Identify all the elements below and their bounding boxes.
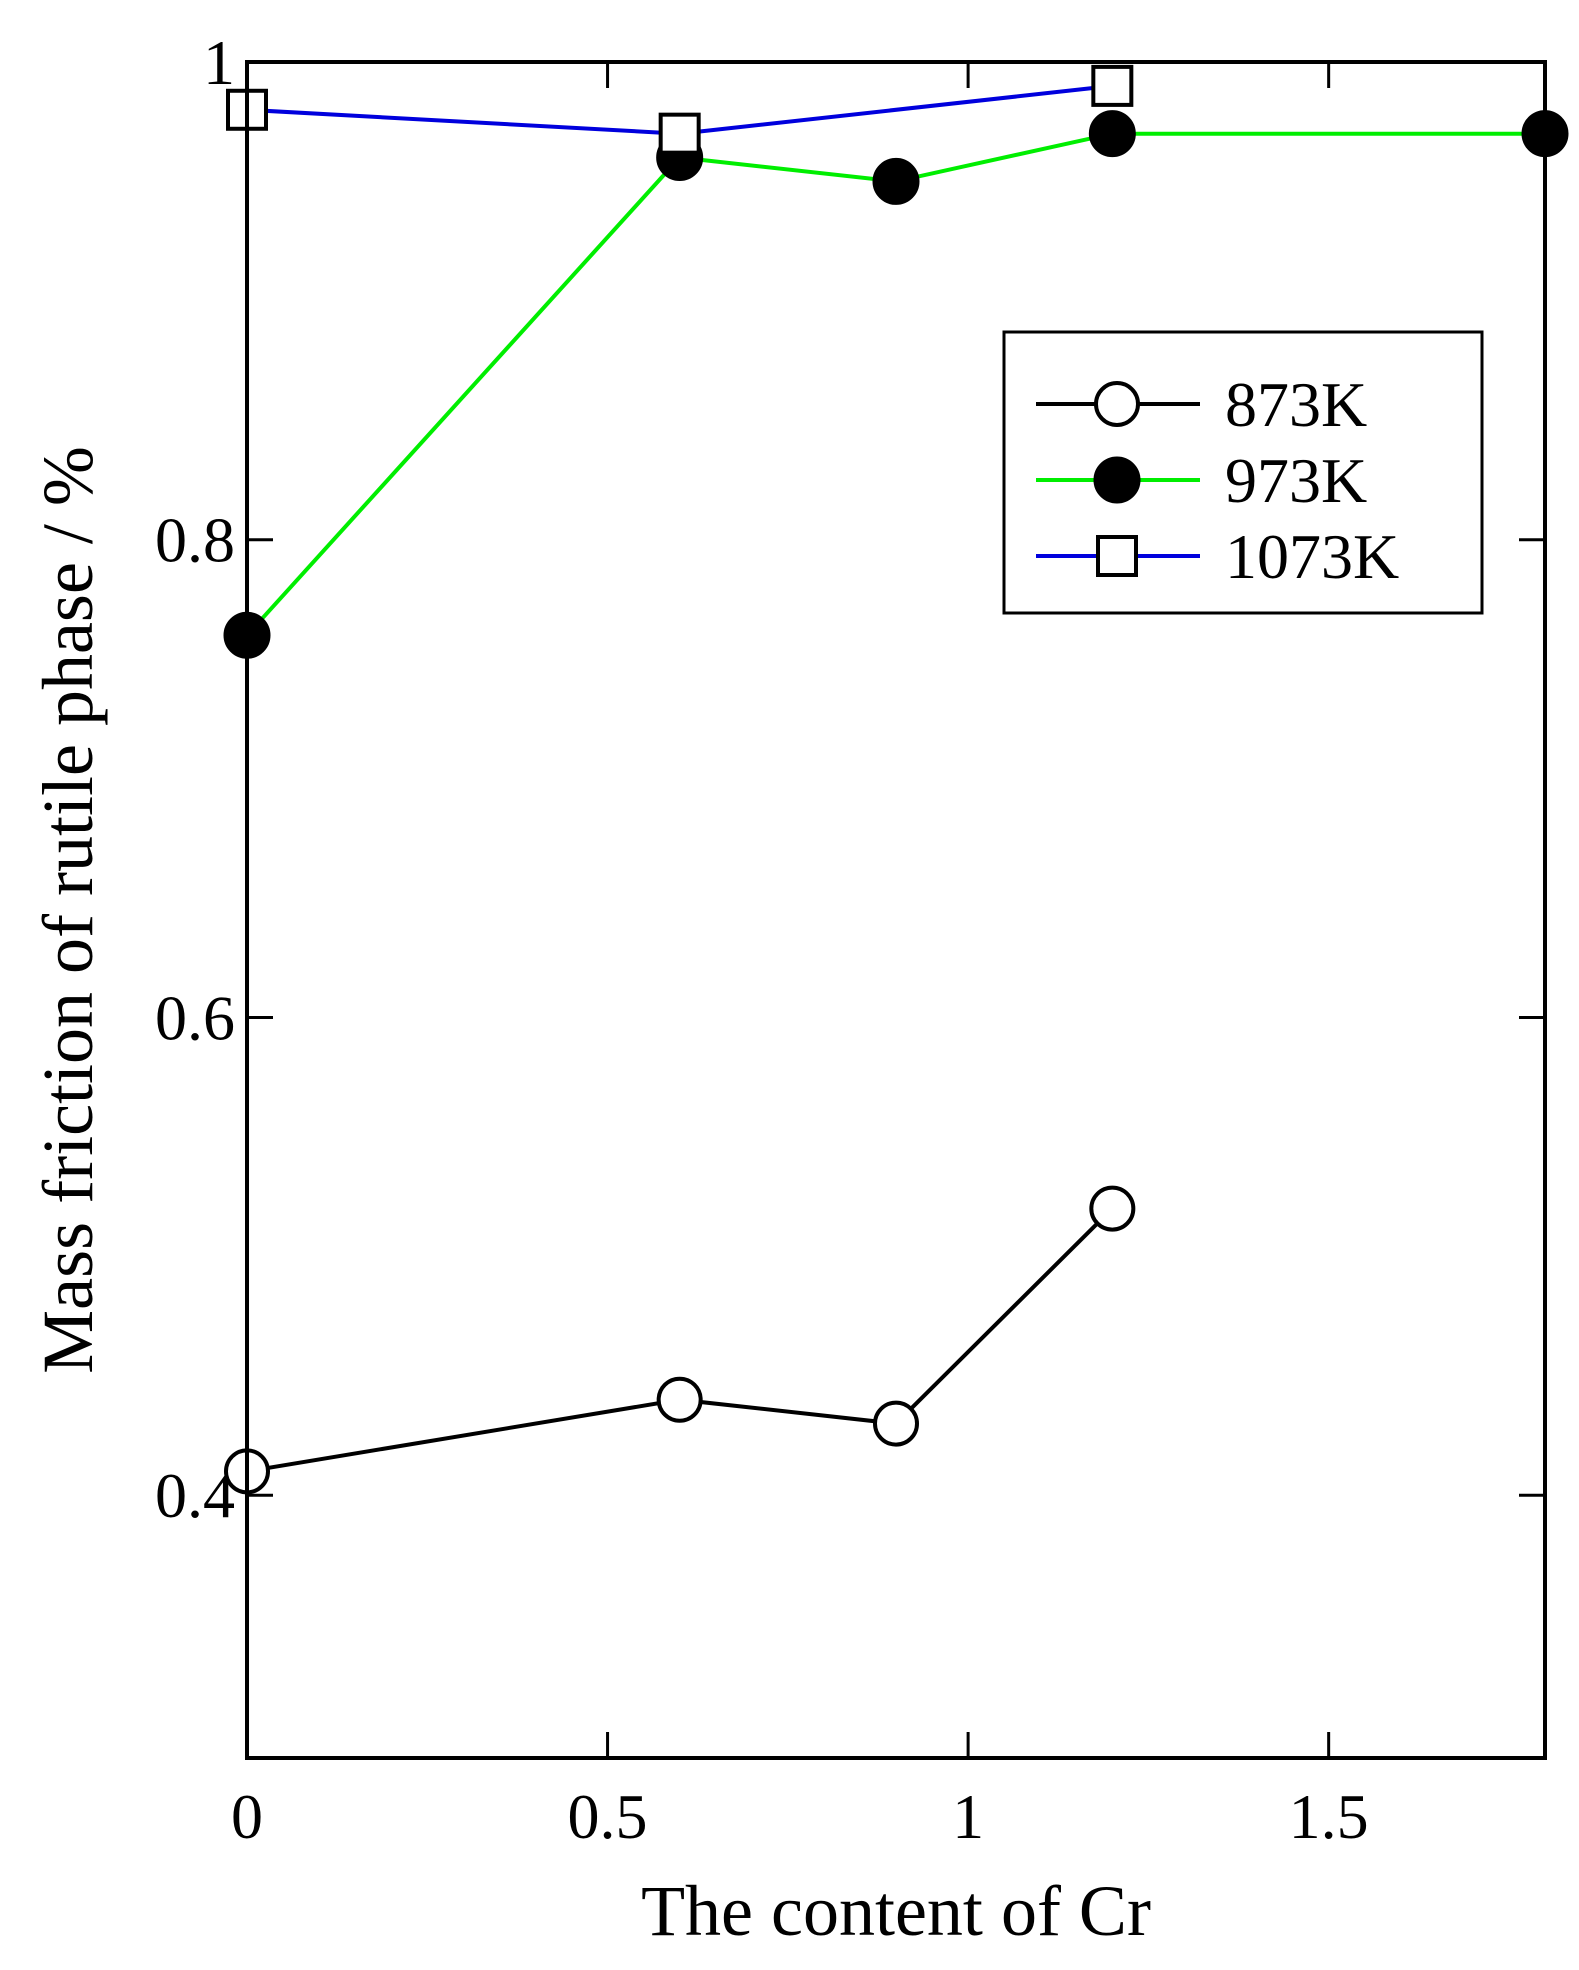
x-axis-label: The content of Cr xyxy=(641,1871,1151,1951)
plot-frame xyxy=(245,60,1547,1760)
data-point-873K xyxy=(873,1400,919,1447)
data-point-1073K xyxy=(1091,64,1134,107)
x-tick-label: 0 xyxy=(231,1781,263,1852)
legend-label-873K: 873K xyxy=(1225,369,1367,440)
legend-label-973K: 973K xyxy=(1225,445,1367,516)
data-point-873K xyxy=(656,1376,703,1423)
x-tick-label: 0.5 xyxy=(568,1781,648,1852)
legend-marker-973K xyxy=(1093,456,1141,504)
axis-tick-labels: 0 0.5 1 1.5 0.4 0.6 0.8 1 xyxy=(155,27,1369,1852)
axis-ticks xyxy=(245,60,1545,1758)
y-axis-label: Mass friction of rutile phase / % xyxy=(28,446,108,1374)
legend-label-1073K: 1073K xyxy=(1225,521,1399,592)
plot-markers xyxy=(223,64,1569,1495)
y-tick-label: 0.4 xyxy=(155,1460,235,1531)
legend-marker-873K xyxy=(1094,381,1140,427)
data-point-973K xyxy=(1088,110,1136,158)
y-tick-label: 0.6 xyxy=(155,982,235,1053)
x-tick-label: 1.5 xyxy=(1289,1781,1369,1852)
legend-box xyxy=(1002,330,1484,615)
data-point-1073K xyxy=(658,112,701,155)
series-line-873K xyxy=(246,1207,1114,1474)
data-point-873K xyxy=(1089,1185,1136,1232)
y-tick-label: 1 xyxy=(203,27,235,98)
y-tick-label: 0.8 xyxy=(155,505,235,576)
legend-marker-1073K xyxy=(1096,535,1138,577)
data-point-973K xyxy=(872,157,920,205)
plot-lines xyxy=(245,83,1545,1474)
x-tick-label: 1 xyxy=(952,1781,984,1852)
